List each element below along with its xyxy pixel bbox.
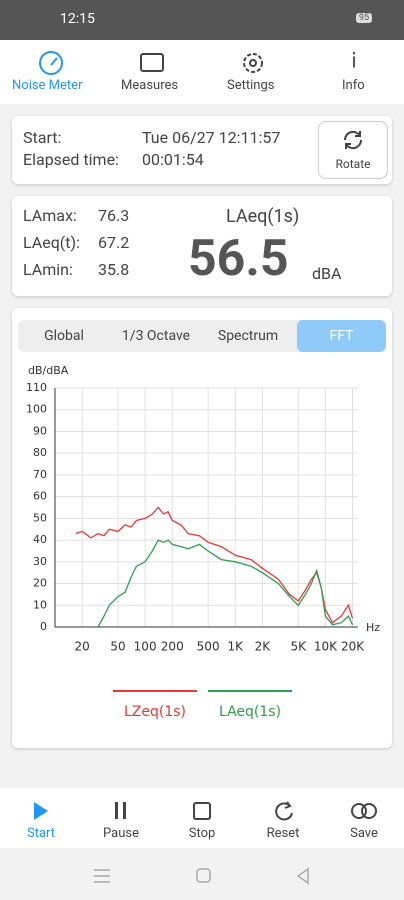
x-axis-label: Hz: [366, 621, 380, 634]
legend-label: LAeq(1s): [219, 704, 281, 720]
levels-card: LAmax: 76.3 LAeq(t): 67.2 LAmin: 35.8 LA…: [12, 196, 392, 296]
info-icon: i: [351, 49, 357, 73]
tab-icons: i: [39, 49, 357, 75]
battery: 95: [356, 13, 373, 23]
control[interactable]: Stop: [188, 826, 216, 841]
y-tick-label: 40: [33, 533, 47, 546]
rotate-icon: [343, 130, 363, 150]
x-tick-label: 2K: [255, 640, 272, 654]
main-value: 56.5: [188, 230, 289, 288]
control[interactable]: Reset: [266, 826, 300, 841]
y-tick-label: 110: [26, 381, 47, 394]
stat-label: LAmin:: [23, 260, 73, 279]
stat-value: 67.2: [98, 233, 130, 252]
x-tick-label: 20: [74, 640, 89, 654]
x-tick-label: 200: [161, 640, 184, 654]
session-card: Start: Tue 06/27 12:11:57 Elapsed time: …: [12, 116, 392, 184]
y-tick-label: 70: [33, 468, 47, 481]
status-time: 12:15: [60, 11, 95, 27]
nav-back[interactable]: [296, 867, 309, 885]
y-tick-label: 10: [33, 598, 47, 611]
x-tick-label: 1K: [228, 640, 245, 654]
control[interactable]: Pause: [103, 826, 139, 841]
segment[interactable]: Spectrum: [217, 328, 279, 344]
tab[interactable]: Info: [342, 78, 365, 93]
chart-card: Global 1/3 Octave Spectrum FFT: [12, 308, 392, 748]
x-tick-label: 100: [134, 640, 157, 654]
y-tick-label: 0: [40, 620, 47, 633]
stat-value: 35.8: [98, 260, 130, 279]
start-label: Start:: [23, 128, 62, 147]
segmented-control: Global 1/3 Octave Spectrum FFT: [18, 320, 386, 352]
y-tick-label: 100: [26, 403, 47, 416]
y-tick-label: 30: [33, 555, 47, 568]
folder-icon: [140, 53, 164, 72]
tab-bar: i Noise Meter Measures Settings Info: [0, 40, 404, 104]
main-label: LAeq(1s): [226, 206, 300, 227]
legend-label: LZeq(1s): [124, 704, 186, 720]
play-icon: [34, 802, 48, 820]
pause-icon: [115, 802, 118, 819]
nav-bar: [94, 867, 309, 885]
stat-value: 76.3: [98, 206, 130, 225]
meter-icon: [39, 51, 63, 75]
y-axis-label: dB/dBA: [28, 364, 69, 377]
tab[interactable]: Measures: [121, 78, 179, 93]
stop-icon: [193, 802, 211, 820]
chart: dB/dBA Hz 0 10 20 30 40 50 60 70 80 90 100 110 20 50 1…: [26, 364, 380, 720]
save-icon: [351, 803, 367, 819]
x-tick-label: 10K: [314, 640, 338, 654]
y-tick-label: 60: [33, 490, 47, 503]
elapsed-value: 00:01:54: [142, 150, 204, 169]
pause-icon: [123, 802, 126, 819]
y-tick-label: 50: [33, 511, 47, 524]
tab[interactable]: Settings: [227, 78, 275, 93]
segment[interactable]: 1/3 Octave: [121, 328, 191, 344]
segment[interactable]: Global: [44, 328, 84, 344]
nav-menu[interactable]: [94, 869, 110, 883]
elapsed-label: Elapsed time:: [23, 150, 119, 169]
reset-icon: [275, 801, 293, 821]
control-bar: Start Pause Stop Reset Save: [0, 788, 404, 848]
stat-label: LAeq(t):: [23, 233, 80, 252]
start-value: Tue 06/27 12:11:57: [142, 128, 281, 147]
control[interactable]: Save: [350, 826, 378, 841]
x-tick-label: 20K: [341, 640, 365, 654]
tab[interactable]: Noise Meter: [12, 78, 83, 93]
gear-icon: [243, 53, 263, 73]
segment-active[interactable]: FFT: [297, 320, 386, 352]
rotate-button[interactable]: Rotate: [318, 121, 388, 179]
gear-center: [249, 59, 257, 67]
control-icons: [34, 801, 377, 821]
rotate-label: Rotate: [335, 157, 371, 171]
x-tick-label: 5K: [291, 640, 308, 654]
control[interactable]: Start: [26, 826, 56, 841]
stat-label: LAmax:: [23, 206, 77, 225]
main-unit: dBA: [312, 264, 342, 283]
y-tick-label: 80: [33, 446, 47, 459]
meter-needle: [50, 57, 58, 66]
x-tick-label: 50: [110, 640, 125, 654]
save-icon: [361, 803, 377, 819]
y-tick-label: 20: [33, 577, 47, 590]
x-tick-label: 500: [197, 640, 220, 654]
series-line: [97, 539, 354, 628]
y-tick-label: 90: [33, 424, 47, 437]
nav-home[interactable]: [196, 868, 211, 883]
status-bar: 12:15 95: [0, 0, 404, 40]
